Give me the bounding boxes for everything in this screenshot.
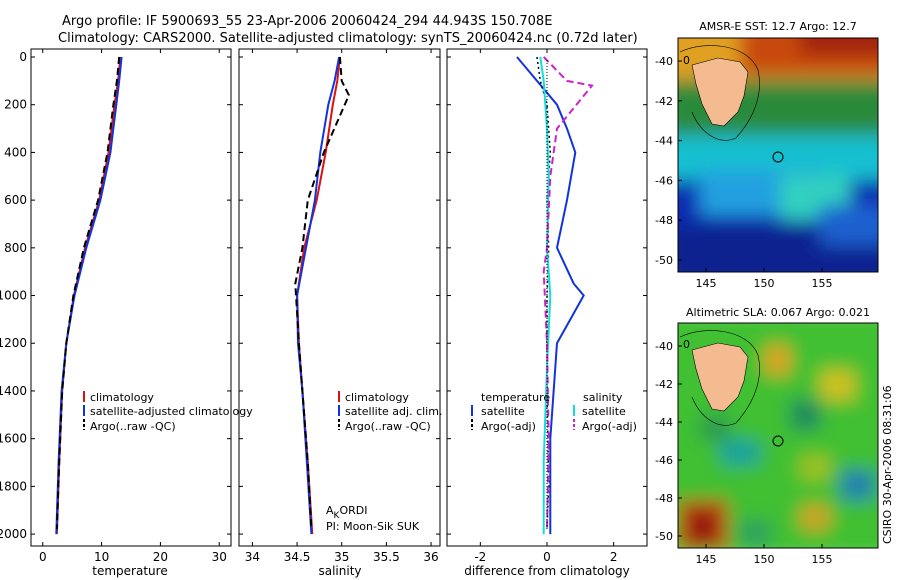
map-lon-label: 150: [754, 277, 775, 290]
sst-map-field: [678, 38, 878, 272]
map-lat-label: -50: [655, 254, 673, 267]
sla-zero-label: 0: [683, 338, 690, 351]
salinity-legend: climatology satellite adj. clim. Argo(..…: [338, 391, 442, 433]
legend-climatology: climatology: [90, 391, 154, 404]
depth-tick-label: 2000: [0, 527, 27, 541]
series-line-argo-raw-qc-: [294, 56, 351, 530]
map-lat-label: -50: [655, 530, 673, 543]
sst-map-frame: [677, 37, 879, 273]
sla-map-title: Altimetric SLA: 0.067 Argo: 0.021: [686, 306, 870, 319]
pi-label: PI: Moon-Sik SUK: [326, 520, 420, 533]
temperature-xlabel: temperature: [92, 564, 167, 578]
depth-tick-label: 0: [19, 50, 27, 64]
legend-salinity-title: salinity: [583, 391, 623, 404]
difference-legend: temperature satellite Argo(-adj) salinit…: [471, 391, 637, 433]
depth-tick-label: 1400: [0, 384, 27, 398]
salinity-panel-frame: [238, 48, 441, 547]
legend-temperature-title: temperature: [481, 391, 550, 404]
sst-map-title: AMSR-E SST: 12.7 Argo: 12.7: [699, 20, 857, 33]
map-lat-label: -40: [655, 340, 673, 353]
side-stamp: CSIRO 30-Apr-2006 08:31:06: [881, 385, 894, 544]
series-line-climatology: [296, 56, 341, 535]
sst-zero-label: 0: [683, 54, 690, 67]
temperature-x-tick-label: 0: [39, 550, 47, 564]
axis-ticks: [31, 49, 647, 546]
map-lat-label: -48: [655, 214, 673, 227]
map-lat-label: -46: [655, 174, 673, 187]
temperature-x-tick-label: 20: [153, 550, 168, 564]
map-lat-label: -46: [655, 454, 673, 467]
difference-x-tick-label: 2: [610, 550, 618, 564]
temperature-legend: climatology satellite-adjusted climatolo…: [83, 391, 253, 433]
salinity-x-tick-label: 35.5: [373, 550, 400, 564]
depth-tick-label: 200: [4, 98, 27, 112]
map-lon-label: 145: [696, 277, 717, 290]
legend-argo: Argo(..raw -QC): [90, 420, 176, 433]
map-lat-label: -42: [655, 378, 673, 391]
depth-tick-label: 1000: [0, 289, 27, 303]
depth-tick-label: 800: [4, 241, 27, 255]
salinity-series: [294, 56, 351, 535]
depth-axis-labels: 0 200 400 600 800 1000 1200 1400 1600 1800 2000: [0, 50, 27, 541]
figure-title-line2: Climatology: CARS2000. Satellite-adjuste…: [58, 31, 638, 46]
legend-climatology: climatology: [345, 391, 409, 404]
legend-temp-argo: Argo(-adj): [481, 420, 536, 433]
difference-series: [516, 56, 594, 535]
depth-tick-label: 400: [4, 145, 27, 159]
series-line-argo-raw-qc-: [55, 56, 121, 530]
program-label: AKORDI: [326, 504, 367, 521]
depth-tick-label: 1200: [0, 336, 27, 350]
series-line-satellite-adj-clim-: [296, 56, 341, 535]
sst-axis-labels: -40 -42 -44 -46 -48 -50 145 150 155: [655, 55, 832, 290]
map-lat-label: -44: [655, 135, 673, 148]
temperature-x-tick-label: 10: [94, 550, 109, 564]
sla-axis-labels: -40 -42 -44 -46 -48 -50 145 150 155: [655, 340, 832, 566]
salinity-x-tick-label: 34.5: [284, 550, 311, 564]
map-lon-label: 145: [696, 553, 717, 566]
depth-tick-label: 1600: [0, 432, 27, 446]
temperature-x-tick-label: 30: [212, 550, 227, 564]
depth-tick-label: 600: [4, 193, 27, 207]
sst-argo-location-marker: [772, 151, 784, 163]
map-lat-label: -42: [655, 95, 673, 108]
temperature-series: [55, 56, 123, 535]
sla-map-frame: [677, 322, 879, 549]
difference-xlabel: difference from climatology: [464, 564, 630, 578]
difference-x-tick-label: 0: [543, 550, 551, 564]
map-lat-label: -44: [655, 416, 673, 429]
map-lat-label: -48: [655, 492, 673, 505]
legend-satellite-adjusted: satellite-adjusted climatology: [90, 405, 253, 418]
legend-temp-satellite: satellite: [481, 405, 525, 418]
x-axis-tick-labels: 0 10 20 30 34 34.5 35 35.5 36 -2 0 2: [39, 550, 618, 564]
salinity-xlabel: salinity: [318, 564, 361, 578]
difference-x-tick-label: -2: [474, 550, 486, 564]
salinity-x-tick-label: 35: [334, 550, 349, 564]
sla-map-field: [678, 323, 878, 548]
depth-tick-label: 1800: [0, 479, 27, 493]
series-line-salinity-argo-adj-: [542, 56, 594, 530]
map-lat-label: -40: [655, 55, 673, 68]
salinity-x-tick-label: 36: [423, 550, 438, 564]
sla-argo-location-marker: [772, 435, 784, 447]
map-lon-label: 155: [812, 553, 833, 566]
salinity-x-tick-label: 34: [245, 550, 260, 564]
figure-title-line1: Argo profile: IF 5900693_55 23-Apr-2006 …: [62, 14, 552, 29]
map-lon-label: 150: [754, 553, 775, 566]
legend-sal-satellite: satellite: [582, 405, 626, 418]
temperature-panel-frame: [30, 48, 232, 547]
series-line-temperature-satellite: [516, 56, 585, 535]
map-lon-label: 155: [812, 277, 833, 290]
legend-argo: Argo(..raw -QC): [345, 420, 431, 433]
legend-sal-argo: Argo(-adj): [582, 420, 637, 433]
legend-satellite-adj: satellite adj. clim.: [345, 405, 442, 418]
